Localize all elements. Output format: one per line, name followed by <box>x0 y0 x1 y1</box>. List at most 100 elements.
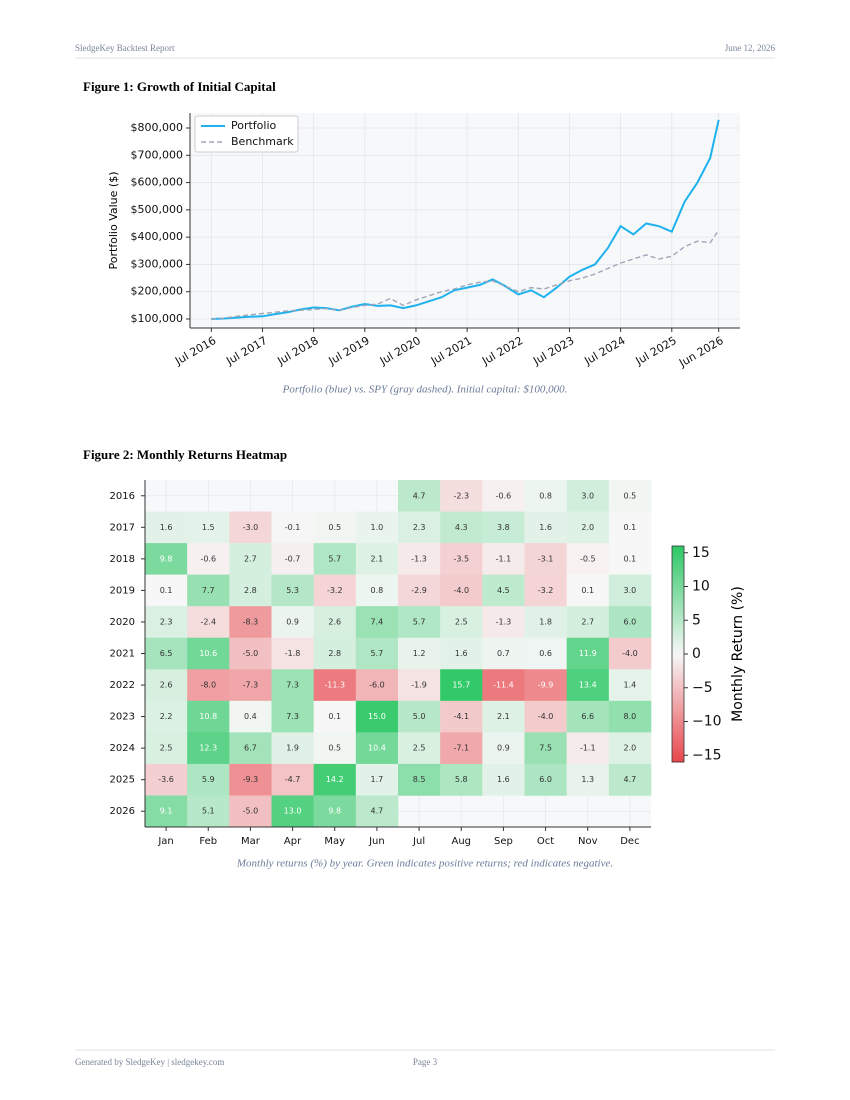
heatmap-cell <box>482 700 525 733</box>
heatmap-cell <box>271 795 314 828</box>
heatmap-cell <box>229 511 272 544</box>
heatmap-cell <box>145 511 188 544</box>
cell-label: 1.6 <box>160 523 173 532</box>
colorbar-segment <box>672 586 684 591</box>
heatmap-cell <box>524 543 567 575</box>
heatmap-cell <box>145 732 188 765</box>
x-tick-label: Jul 2019 <box>326 334 372 368</box>
heatmap-cell <box>229 669 272 702</box>
colorbar-segment <box>672 573 684 577</box>
heatmap-cell <box>608 763 652 796</box>
colorbar-segment <box>672 603 684 608</box>
cell-label: -0.6 <box>200 554 216 563</box>
x-tick-label: Jul 2016 <box>172 334 218 368</box>
cell-label: 2.3 <box>413 523 426 532</box>
cell-label: 1.6 <box>455 649 468 658</box>
colorbar-segment <box>672 735 684 739</box>
cell-label: 15.0 <box>368 712 386 721</box>
heatmap-cell <box>482 763 525 796</box>
cell-label: -3.1 <box>538 554 554 563</box>
cell-label: -2.4 <box>200 617 216 626</box>
cell-label: 2.7 <box>244 554 257 563</box>
cell-label: 5.8 <box>455 775 468 784</box>
colorbar-segment <box>672 745 684 749</box>
cell-label: -2.9 <box>411 586 427 595</box>
cell-label: 1.9 <box>286 744 299 753</box>
heatmap-cell <box>271 732 314 765</box>
heatmap-cell <box>566 480 610 512</box>
heatmap-cell <box>313 511 357 544</box>
cell-label: -3.5 <box>453 554 469 563</box>
colorbar-segment <box>672 667 684 672</box>
cell-label: 0.7 <box>497 649 510 658</box>
cell-label: 0.9 <box>497 744 510 753</box>
cell-label: -7.3 <box>243 681 259 690</box>
cell-label: 1.5 <box>202 523 215 532</box>
colorbar-segment <box>672 731 684 736</box>
cell-label: -9.3 <box>243 775 259 784</box>
heatmap-cell <box>313 795 357 828</box>
series-line <box>211 119 720 320</box>
cell-label: 5.3 <box>286 586 299 595</box>
cell-label: -11.4 <box>493 681 514 690</box>
cell-label: -3.2 <box>538 586 554 595</box>
row-label: 2018 <box>110 554 135 565</box>
colorbar-segment <box>672 748 684 753</box>
heatmap-cell <box>524 763 567 796</box>
column-label: May <box>324 836 345 847</box>
cell-label: 0.5 <box>328 744 341 753</box>
heatmap-cell <box>187 574 230 607</box>
y-tick-label: $100,000 <box>131 312 184 325</box>
cell-label: 7.5 <box>539 744 552 753</box>
heatmap-cell <box>187 732 230 765</box>
colorbar-segment <box>672 751 684 756</box>
row-label: 2024 <box>110 743 135 754</box>
cell-label: 7.4 <box>371 617 384 626</box>
cell-label: 7.3 <box>286 712 299 721</box>
colorbar-segment <box>672 640 684 645</box>
colorbar-segment <box>672 721 684 726</box>
cell-label: -11.3 <box>324 681 345 690</box>
cell-label: 10.6 <box>199 649 217 658</box>
cell-label: 5.1 <box>202 807 215 816</box>
colorbar-segment <box>672 694 684 699</box>
column-label: Nov <box>578 836 598 847</box>
row-label: 2026 <box>110 806 135 817</box>
cell-label: -9.9 <box>538 681 554 690</box>
heatmap-cell <box>229 574 272 607</box>
colorbar-segment <box>672 633 684 638</box>
colorbar-segment <box>672 549 684 554</box>
colorbar-segment <box>672 596 684 601</box>
heatmap-cell <box>229 795 272 828</box>
column-label: Jan <box>157 836 173 847</box>
cell-label: 10.8 <box>199 712 217 721</box>
cell-label: 1.6 <box>539 523 552 532</box>
heatmap-cell <box>398 763 441 796</box>
cell-label: -4.0 <box>622 649 638 658</box>
cell-label: 0.8 <box>539 491 552 500</box>
colorbar-segment <box>672 664 684 668</box>
colorbar-segment <box>672 556 684 560</box>
heatmap-cell <box>524 606 567 639</box>
cell-label: 2.2 <box>160 712 173 721</box>
colorbar-tick-label: −5 <box>692 680 713 696</box>
cell-label: 11.9 <box>579 649 597 658</box>
heatmap-cell <box>355 637 399 670</box>
column-label: Jul <box>412 836 425 847</box>
row-label: 2017 <box>110 522 135 533</box>
y-axis-label: Portfolio Value ($) <box>107 171 120 269</box>
colorbar-segment <box>672 613 684 618</box>
row-label: 2019 <box>110 585 135 596</box>
x-tick-label: Jun 2026 <box>676 334 726 370</box>
heatmap-cell <box>187 606 230 639</box>
heatmap-cell <box>440 669 483 702</box>
heatmap-cell <box>524 700 567 733</box>
cell-label: 2.1 <box>371 554 384 563</box>
x-tick-label: Jul 2025 <box>633 334 679 368</box>
heatmap-cell <box>313 763 357 796</box>
heatmap-cell <box>524 732 567 765</box>
colorbar-segment <box>672 552 684 557</box>
cell-label: 8.5 <box>413 775 426 784</box>
heatmap-cell <box>145 606 188 639</box>
colorbar-segment <box>672 546 684 550</box>
